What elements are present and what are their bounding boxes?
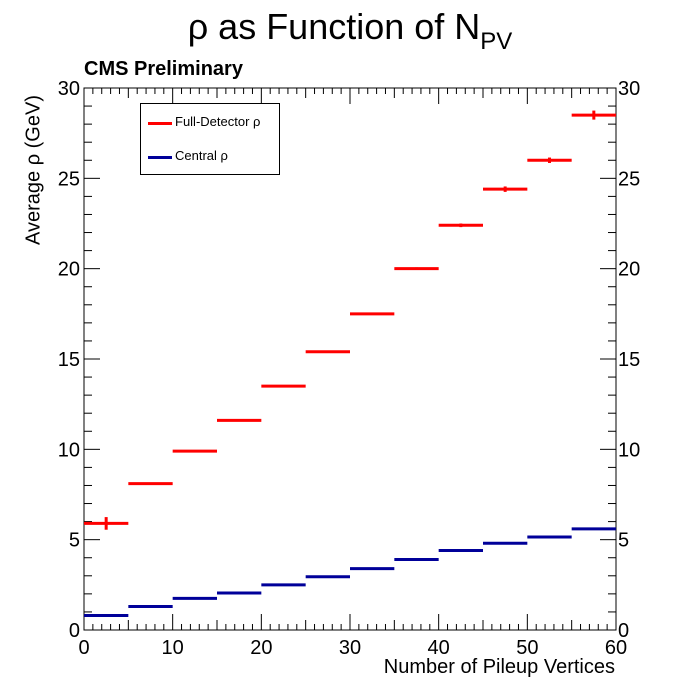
legend-entry-central: Central ρ: [141, 147, 279, 167]
y-tick-label-left: 30: [58, 78, 80, 100]
chart-title-main: ρ as Function of N: [187, 6, 481, 47]
x-tick-label: 50: [516, 637, 538, 659]
x-tick-label: 10: [162, 637, 184, 659]
y-tick-label-right: 5: [618, 530, 629, 552]
x-axis-label: Number of Pileup Vertices: [383, 656, 615, 678]
y-tick-label-left: 10: [58, 439, 80, 461]
legend-entry-full-detector: Full-Detector ρ: [141, 113, 279, 133]
y-tick-label-left: 15: [58, 349, 80, 371]
y-tick-label-right: 30: [618, 78, 640, 100]
y-tick-label-left: 5: [69, 530, 80, 552]
y-tick-label-right: 15: [618, 349, 640, 371]
x-tick-label: 60: [605, 637, 627, 659]
legend-swatch-central: [148, 156, 172, 159]
x-tick-label: 30: [339, 637, 361, 659]
x-tick-label: 40: [428, 637, 450, 659]
cms-preliminary-label: CMS Preliminary: [84, 58, 243, 80]
chart-title: ρ as Function of NPV: [0, 6, 700, 56]
legend-label-full-detector: Full-Detector ρ: [175, 114, 261, 129]
y-tick-label-right: 25: [618, 168, 640, 190]
x-tick-label: 0: [78, 637, 89, 659]
legend-label-central: Central ρ: [175, 148, 228, 163]
y-axis-label: Average ρ (GeV): [22, 95, 45, 245]
chart-title-subscript: PV: [480, 28, 513, 55]
y-tick-label-left: 0: [69, 620, 80, 642]
y-tick-label-left: 25: [58, 168, 80, 190]
legend-swatch-full-detector: [148, 122, 172, 125]
legend: Full-Detector ρ Central ρ: [140, 103, 280, 175]
y-tick-label-left: 20: [58, 259, 80, 281]
y-tick-label-right: 0: [618, 620, 629, 642]
x-tick-label: 20: [250, 637, 272, 659]
y-tick-label-right: 20: [618, 259, 640, 281]
y-tick-label-right: 10: [618, 439, 640, 461]
